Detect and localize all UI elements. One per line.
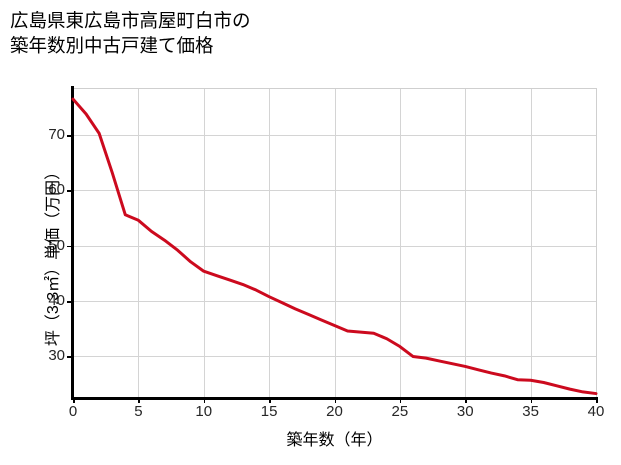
x-tick-label: 15 [260, 403, 278, 420]
x-tick-mark [73, 398, 75, 403]
y-tick-mark [67, 301, 72, 303]
axes-spine-right [596, 88, 597, 398]
axes-spine-top [73, 88, 596, 89]
x-tick-label: 5 [134, 403, 143, 420]
gridline-vertical [269, 88, 271, 398]
gridline-vertical [334, 88, 336, 398]
x-tick-label: 35 [522, 403, 539, 420]
x-tick-mark [399, 398, 402, 403]
x-tick-mark [530, 398, 533, 403]
title-line-1: 広島県東広島市高屋町白市の [10, 10, 251, 31]
x-tick-mark [138, 398, 140, 403]
y-tick-mark [67, 190, 72, 192]
gridline-vertical [399, 88, 401, 398]
y-tick-label: 40 [48, 292, 65, 310]
y-axis-spine [71, 86, 74, 400]
x-axis-label: 築年数（年） [286, 432, 383, 449]
x-tick-mark [465, 398, 467, 403]
x-tick-label: 25 [391, 403, 409, 420]
title-line-2: 築年数別中古戸建て価格 [10, 35, 214, 56]
x-tick-label: 30 [456, 403, 474, 420]
gridline-vertical [203, 88, 205, 398]
y-tick-label: 60 [48, 181, 65, 199]
price-series-line [71, 97, 598, 396]
x-tick-mark [203, 398, 206, 403]
y-tick-mark [67, 135, 72, 137]
x-tick-label: 10 [195, 403, 213, 420]
y-tick-mark [67, 356, 72, 358]
x-tick-label: 40 [587, 403, 605, 420]
page-title: 広島県東広島市高屋町白市の 築年数別中古戸建て価格 [10, 8, 610, 58]
y-tick-label: 50 [48, 236, 65, 254]
gridline-vertical [465, 88, 467, 398]
y-tick-label: 70 [48, 126, 65, 144]
y-tick-label: 30 [48, 347, 65, 365]
x-tick-mark [596, 398, 598, 403]
x-tick-mark [334, 398, 336, 403]
gridline-vertical [530, 88, 532, 398]
y-axis-label: 坪（3.3㎡）単価（万円） [45, 163, 62, 347]
x-tick-label: 20 [326, 403, 343, 420]
series-line-chart [71, 97, 598, 396]
gridline-vertical [138, 88, 140, 398]
y-tick-mark [67, 245, 72, 248]
x-tick-mark [269, 398, 271, 403]
x-tick-label: 0 [68, 403, 78, 420]
